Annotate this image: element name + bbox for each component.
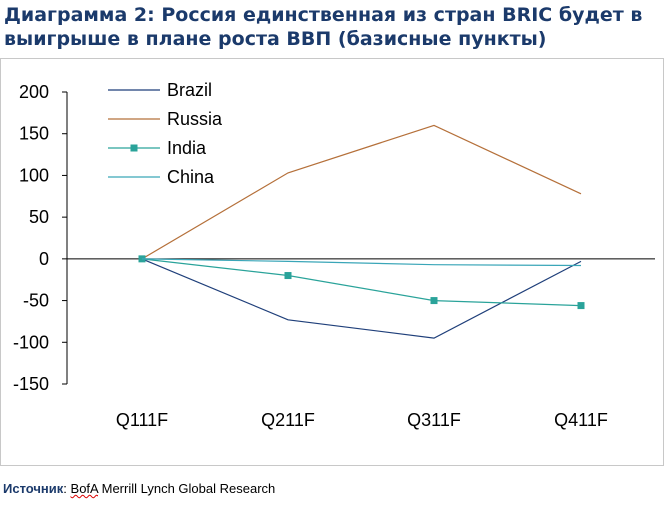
legend-label-russia: Russia (167, 109, 223, 129)
legend-marker-india (130, 144, 138, 152)
series-line-china (141, 258, 582, 267)
x-tick-label: Q411F (554, 410, 608, 430)
legend-label-india: India (167, 138, 207, 158)
y-tick-label: -150 (13, 374, 49, 394)
source-prefix: BofA (70, 481, 98, 496)
source-note: Источник: BofA Merrill Lynch Global Rese… (3, 481, 275, 496)
data-point-india (577, 302, 585, 310)
legend-label-china: China (167, 167, 215, 187)
y-tick-label: -50 (23, 291, 49, 311)
chart-axes: 200 150 100 50 0 -50 -100 -150 Q111F Q211F Q311F Q4… (13, 82, 655, 430)
x-tick-label: Q111F (116, 410, 168, 430)
chart-frame (0, 58, 664, 466)
chart-legend: Brazil Russia India China (108, 80, 223, 187)
source-label: Источник (3, 481, 64, 496)
series-line-brazil (141, 258, 582, 339)
series-line-russia (141, 124, 582, 260)
data-point-india (138, 255, 146, 263)
source-separator: : (63, 481, 71, 496)
chart-series (138, 124, 585, 339)
data-point-india (284, 272, 292, 280)
chart-title: Диаграмма 2: Россия единственная из стра… (4, 4, 643, 50)
source-text: Merrill Lynch Global Research (98, 481, 276, 496)
y-tick-label: 0 (39, 249, 49, 269)
x-tick-label: Q311F (407, 410, 461, 430)
data-point-india (430, 297, 438, 305)
series-line-india (141, 258, 582, 307)
legend-label-brazil: Brazil (167, 80, 212, 100)
x-tick-label: Q211F (261, 410, 315, 430)
y-tick-label: 150 (19, 124, 49, 144)
y-tick-label: 100 (19, 165, 49, 185)
y-tick-label: 50 (29, 207, 49, 227)
y-tick-label: -100 (13, 332, 49, 352)
y-tick-label: 200 (19, 82, 49, 102)
